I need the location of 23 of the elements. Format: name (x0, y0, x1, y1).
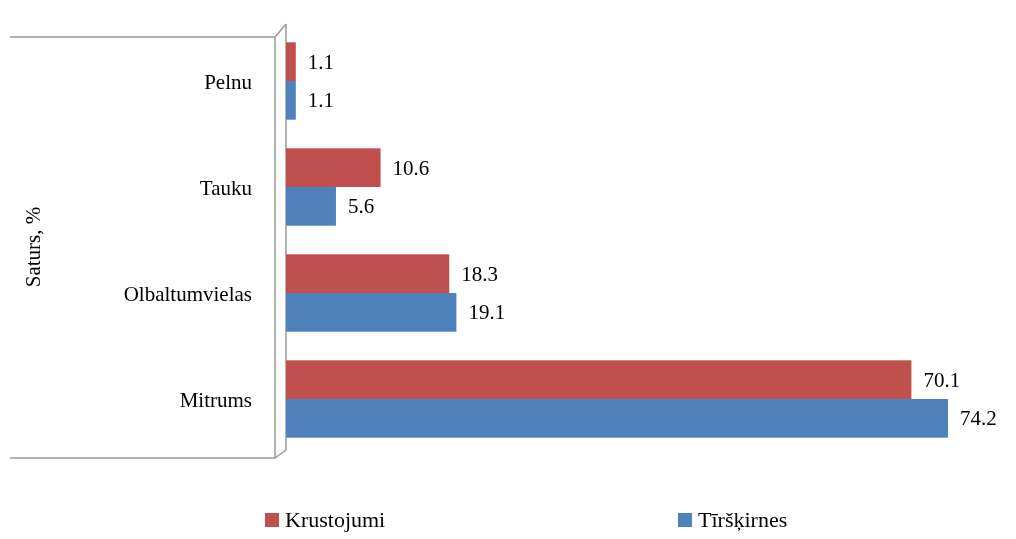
bar (286, 254, 450, 293)
data-label: 19.1 (468, 300, 506, 325)
y-tick-label: Mitrums (179, 388, 252, 412)
bar (286, 360, 912, 399)
bar (286, 81, 296, 120)
bar (286, 42, 296, 81)
bar (286, 399, 948, 438)
data-label: 5.6 (347, 194, 375, 219)
y-tick-label: Olbaltumvielas (123, 282, 252, 306)
y-tick-label: Pelnu (204, 70, 253, 94)
bar (286, 148, 381, 187)
legend-label: Krustojumi (285, 507, 386, 532)
data-label: 1.1 (307, 88, 335, 113)
y-tick-label: Tauku (199, 176, 253, 200)
legend-label: Tīršķirnes (698, 507, 788, 532)
bar (286, 187, 336, 226)
data-label: 10.6 (392, 155, 430, 180)
y-axis-title: Saturs, % (21, 206, 45, 288)
bar (286, 293, 457, 332)
data-label: 1.1 (307, 49, 335, 74)
data-label: 74.2 (960, 406, 997, 431)
data-label: 70.1 (923, 367, 961, 392)
data-label: 18.3 (461, 261, 499, 286)
